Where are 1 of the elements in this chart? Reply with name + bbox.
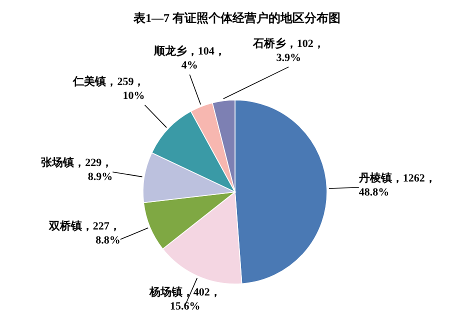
chart-title: 表1—7 有证照个体经营户的地区分布图: [132, 11, 340, 25]
